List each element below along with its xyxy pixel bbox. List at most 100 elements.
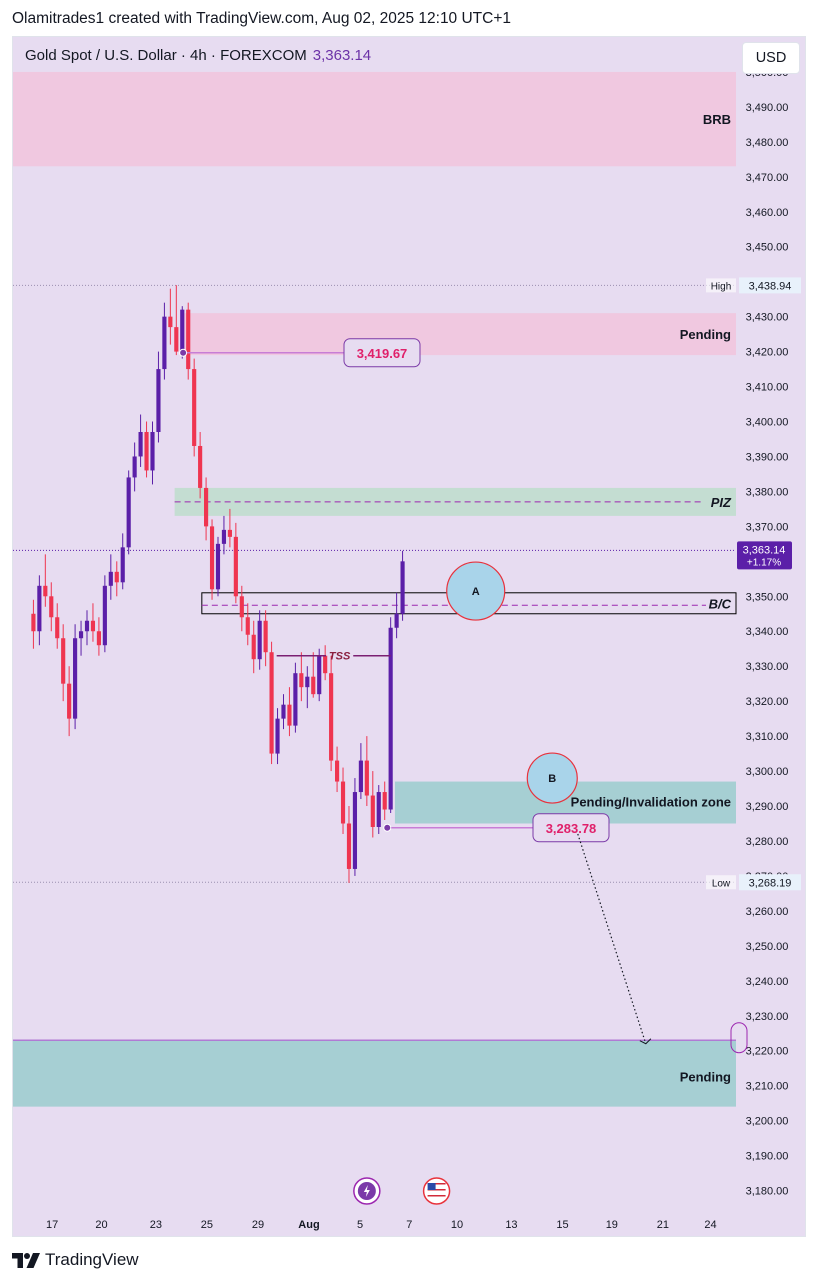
- flag-canton: [427, 1183, 436, 1190]
- time-axis-background: [13, 1215, 736, 1236]
- tradingview-brand: TradingView: [45, 1250, 139, 1269]
- price-tick-label: 3,290.00: [746, 801, 789, 813]
- candle-body: [364, 760, 369, 796]
- candle: [49, 582, 54, 632]
- candle: [84, 610, 90, 646]
- currency-button[interactable]: USD: [742, 42, 800, 74]
- time-tick-label: 24: [704, 1219, 716, 1231]
- price-chart[interactable]: BRB Pending PIZ B/C Pending/Invalidation zon…: [13, 37, 806, 1237]
- candle: [293, 662, 298, 733]
- candle: [239, 585, 244, 632]
- tss-annotation: TSS: [276, 651, 391, 663]
- high-badge-value: 3,438.94: [749, 280, 792, 292]
- candle-body: [394, 613, 399, 628]
- price-tick-label: 3,260.00: [746, 906, 789, 918]
- candle-body: [120, 547, 125, 583]
- candle: [114, 561, 119, 597]
- low-badge-value: 3,268.19: [749, 877, 792, 889]
- candle: [370, 771, 375, 838]
- high-badge: High 3,438.94: [706, 277, 801, 294]
- candle-body: [61, 638, 66, 684]
- candle: [257, 610, 262, 670]
- candle-body: [370, 795, 375, 827]
- candle-body: [388, 627, 393, 810]
- candle: [198, 431, 203, 499]
- candle-body: [156, 369, 161, 432]
- candle-body: [73, 638, 78, 719]
- candles: [31, 285, 405, 883]
- zone-pending-upper: Pending: [180, 313, 736, 356]
- candle: [394, 592, 399, 639]
- candle-body: [251, 634, 256, 660]
- candle-body: [78, 631, 84, 639]
- candle: [204, 477, 209, 541]
- candle-body: [334, 760, 340, 782]
- chart-credit: Olamitrades1 created with TradingView.co…: [12, 10, 512, 27]
- candle-body: [215, 543, 221, 590]
- last-price-badge-bg: [737, 541, 792, 570]
- time-tick-label: 10: [451, 1219, 463, 1231]
- candle-body: [84, 620, 90, 632]
- candle: [227, 508, 232, 548]
- zone-pending-invalidation-label: Pending/Invalidation zone: [571, 795, 731, 810]
- candle-body: [138, 431, 143, 457]
- candle: [263, 610, 268, 667]
- candle-body: [352, 792, 358, 869]
- price-tick-label: 3,250.00: [746, 941, 789, 953]
- time-tick-label: 20: [95, 1219, 107, 1231]
- candle-body: [132, 456, 137, 478]
- candle: [67, 666, 72, 737]
- last-price-value: 3,363.14: [743, 544, 786, 556]
- low-badge-value-bg: [739, 874, 801, 891]
- flag-stripe: [427, 1189, 446, 1191]
- candle: [120, 533, 125, 590]
- candle-body: [186, 309, 191, 370]
- candle-body: [221, 529, 227, 544]
- price-tick-label: 3,200.00: [746, 1116, 789, 1128]
- candle: [364, 736, 369, 807]
- candle-body: [102, 585, 107, 646]
- candle-body: [168, 316, 173, 328]
- price-tick-label: 3,210.00: [746, 1081, 789, 1093]
- price-label-lower: 3,283.78: [383, 813, 610, 843]
- projection-line: [577, 833, 647, 1044]
- candle-body: [340, 781, 346, 824]
- candle: [233, 522, 238, 604]
- candle: [73, 624, 78, 730]
- candle-body: [299, 673, 304, 688]
- circle-b-shape: [526, 752, 578, 804]
- candle-body: [126, 477, 131, 548]
- economic-event-icon: [353, 1177, 381, 1205]
- price-tick-label: 3,470.00: [746, 172, 789, 184]
- candle-body: [192, 369, 197, 446]
- candle-body: [317, 655, 322, 695]
- candle: [299, 652, 304, 702]
- candle-body: [400, 561, 405, 614]
- candle: [340, 767, 346, 834]
- chart-frame[interactable]: BRB Pending PIZ B/C Pending/Invalidation zon…: [12, 36, 806, 1237]
- legend-last-price: 3,363.14: [312, 47, 372, 64]
- price-tick-label: 3,490.00: [746, 102, 789, 114]
- tradingview-logo[interactable]: TradingView: [12, 1250, 139, 1270]
- price-tick-label: 3,370.00: [746, 521, 789, 533]
- candle-body: [67, 683, 72, 719]
- price-label-lower-text: 3,283.78: [546, 821, 597, 836]
- circle-a: A: [446, 561, 506, 621]
- candle-body: [55, 617, 60, 639]
- candle: [269, 641, 274, 765]
- candle: [352, 778, 358, 876]
- price-tick-label: 3,230.00: [746, 1011, 789, 1023]
- time-tick-label: 21: [657, 1219, 669, 1231]
- last-price-change: +1.17%: [747, 557, 781, 568]
- candle: [287, 687, 292, 737]
- candle: [108, 554, 113, 600]
- price-tick-label: 3,350.00: [746, 591, 789, 603]
- candle-body: [150, 431, 155, 471]
- candle-body: [346, 823, 352, 869]
- candle-body: [329, 673, 334, 761]
- circle-b-label: B: [548, 773, 556, 785]
- price-tick-label: 3,480.00: [746, 137, 789, 149]
- zone-pending-lower-label: Pending: [680, 1070, 731, 1085]
- price-label-upper-anchor: [179, 348, 188, 357]
- candle-body: [174, 327, 179, 352]
